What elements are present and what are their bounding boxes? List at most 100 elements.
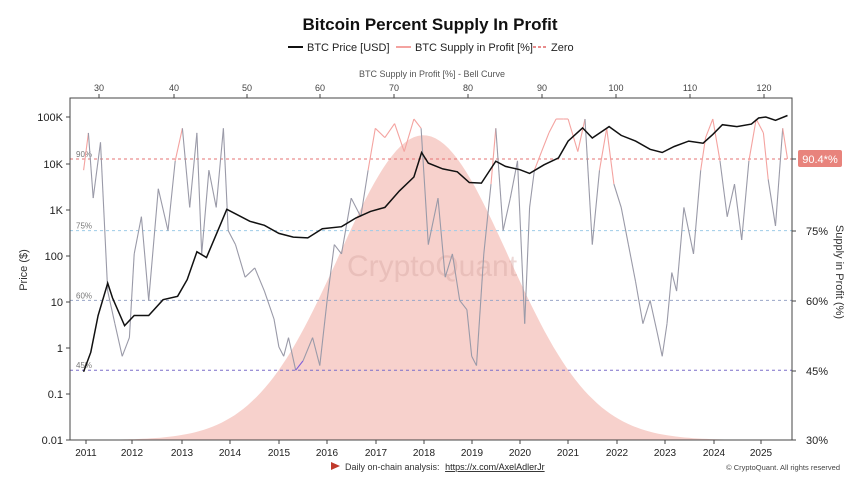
top-axis-tick-label: 50 [242,83,252,93]
watermark-text: CryptoQuant [347,250,518,283]
supply-in-profit-segment [548,118,557,134]
top-axis-tick-label: 60 [315,83,325,93]
top-axis-tick-label: 120 [756,83,771,93]
supply-in-profit-segment [413,118,422,129]
left-axis-tick-label: 0.1 [48,389,63,401]
supply-in-profit-segment [444,253,453,278]
supply-in-profit-segment [319,300,328,366]
supply-in-profit-segment [283,337,290,357]
supply-in-profit-segment [529,170,535,208]
footer-copyright: © CryptoQuant. All rights reserved [726,463,840,472]
supply-in-profit-segment [620,207,629,245]
supply-in-profit-segment [666,272,673,324]
legend-label-zero: Zero [551,42,574,54]
x-axis-tick-label: 2019 [461,448,484,459]
supply-in-profit-segment [367,128,376,171]
supply-in-profit-segment [140,216,150,301]
supply-in-profit-segment [295,360,304,371]
supply-in-profit-segment [128,253,135,338]
left-axis-label: Price ($) [18,249,30,291]
supply-in-profit-segment [302,337,314,362]
supply-in-profit-segment [502,197,511,231]
supply-in-profit-segment [541,132,550,152]
supply-in-profit-segment [114,323,123,357]
footer-link[interactable]: https://x.com/AxelAdlerJr [445,462,545,472]
supply-in-profit-segment [471,356,477,366]
supply-in-profit-segment [676,207,685,292]
top-axis-tick-label: 70 [389,83,399,93]
supply-in-profit-segment [627,244,637,282]
supply-in-profit-segment [244,267,256,278]
right-axis-tick-label: 45% [806,366,828,378]
top-axis-tick-label: 110 [683,83,697,93]
x-axis-tick-label: 2015 [268,448,291,459]
x-axis-tick-label: 2017 [365,448,388,459]
btc-price-line [82,114,788,373]
chart-title: Bitcoin Percent Supply In Profit [302,15,557,34]
supply-in-profit-segment [157,188,169,231]
supply-in-profit-segment [705,118,714,138]
right-axis-tick-label: 90.4*% [802,154,838,166]
supply-in-profit-segment [661,323,668,357]
left-axis-tick-label: 1 [57,343,63,355]
supply-in-profit-segment [782,128,789,160]
x-axis-tick-label: 2023 [654,448,677,459]
supply-in-profit-segment [215,128,224,208]
legend: BTC Price [USD] BTC Supply in Profit [%]… [288,42,574,54]
x-axis-tick-label: 2018 [413,448,436,459]
top-axis-tick-label: 80 [463,83,473,93]
x-axis-tick-label: 2014 [219,448,242,459]
right-axis-label: Supply in Profit (%) [833,225,845,319]
left-axis-tick-label: 10 [51,297,63,309]
plot-area: CryptoQuant90%75%60%45%0.010.11101001K10… [37,83,842,459]
supply-in-profit-segment [234,244,246,278]
supply-in-profit-segment [107,290,116,324]
supply-in-profit-segment [208,170,217,208]
plot-frame [69,97,793,441]
left-axis-tick-label: 1K [50,205,64,217]
supply-in-profit-segment [374,127,386,138]
supply-in-profit-segment [483,184,492,254]
supply-in-profit-segment [591,170,601,245]
legend-label-price: BTC Price [USD] [307,42,390,54]
supply-in-profit-segment [427,197,439,245]
supply-in-profit-segment [87,132,94,199]
reference-line-label: 90% [76,150,92,159]
right-axis-tick-label: 60% [806,296,828,308]
supply-in-profit-segment [692,170,702,254]
supply-in-profit-segment [181,128,191,208]
supply-in-profit-segment [254,267,265,292]
supply-in-profit-segment [222,128,229,231]
supply-in-profit-segment [509,160,519,199]
supply-in-profit-segment [475,253,485,366]
current-value-badge [798,150,842,167]
right-axis-tick-label: 75% [806,226,828,238]
supply-in-profit-segment [635,281,644,324]
supply-in-profit-segment [189,132,198,208]
supply-in-profit-segment [656,332,663,357]
supply-in-profit-segment [642,300,651,324]
supply-in-profit-segment [726,183,736,217]
supply-in-profit-segment [741,160,750,241]
supply-in-profit-segment [394,123,405,152]
supply-in-profit-segment [340,198,352,254]
supply-in-profit-segment [516,160,526,324]
legend-label-supply: BTC Supply in Profit [%] [415,42,533,54]
left-axis-tick-label: 100K [37,112,63,124]
supply-in-profit-segment [712,118,721,161]
supply-in-profit-segment [755,118,764,134]
supply-in-profit-segment [437,198,446,278]
supply-in-profit-segment [700,137,707,171]
top-axis-tick-label: 100 [608,83,623,93]
right-axis-tick-label: 30% [806,435,828,447]
x-axis-tick-label: 2013 [171,448,194,459]
supply-in-profit-segment [148,188,159,301]
supply-in-profit-segment [403,118,415,152]
supply-in-profit-segment [360,170,369,217]
supply-in-profit-segment [459,300,468,311]
supply-in-profit-segment [333,244,342,255]
supply-in-profit-segment [524,207,531,324]
supply-in-profit-segment [466,309,473,357]
supply-in-profit-segment [350,197,362,217]
